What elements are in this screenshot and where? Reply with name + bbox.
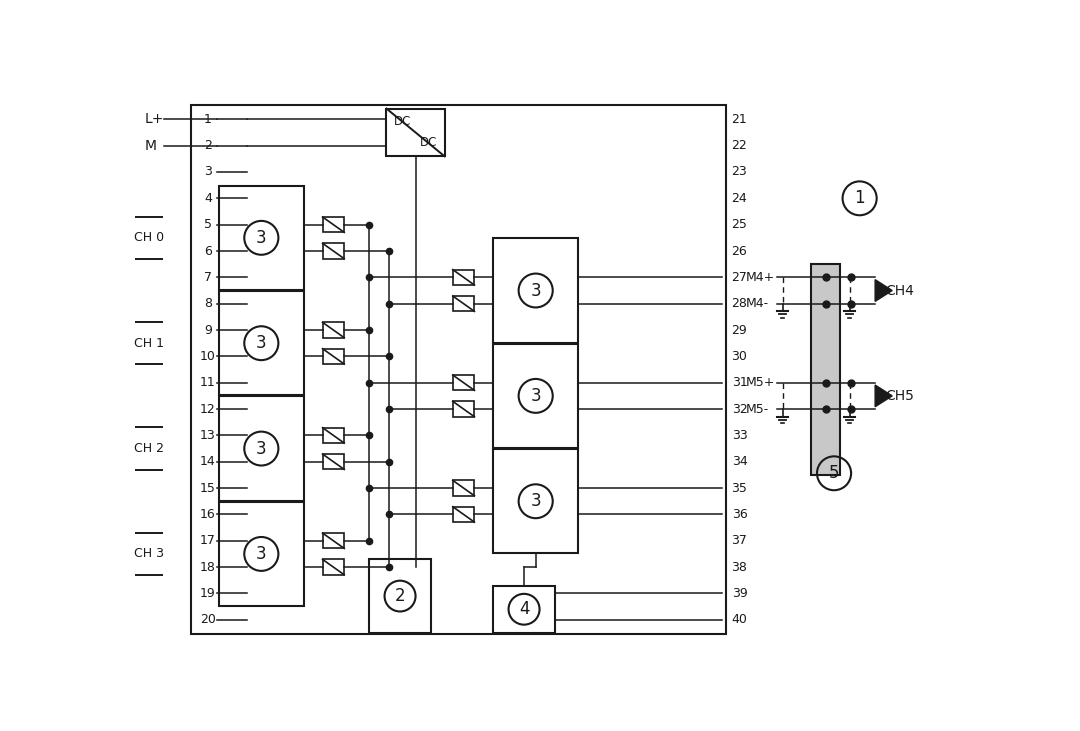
Bar bbox=[494, 238, 578, 343]
Bar bbox=[323, 454, 345, 469]
Text: 2: 2 bbox=[394, 587, 405, 605]
Text: 3: 3 bbox=[530, 387, 541, 405]
Text: 37: 37 bbox=[731, 534, 747, 548]
Text: 25: 25 bbox=[731, 218, 747, 231]
Text: 4: 4 bbox=[518, 600, 529, 618]
Text: M5-: M5- bbox=[745, 403, 769, 415]
Text: CH4: CH4 bbox=[886, 284, 914, 298]
Text: M4+: M4+ bbox=[745, 271, 775, 284]
Text: 13: 13 bbox=[200, 429, 216, 442]
Bar bbox=[191, 105, 726, 634]
Text: 18: 18 bbox=[200, 561, 216, 574]
Bar bbox=[494, 586, 555, 633]
Text: CH 0: CH 0 bbox=[134, 231, 164, 244]
Text: 26: 26 bbox=[731, 244, 747, 257]
Text: 35: 35 bbox=[731, 482, 747, 495]
Polygon shape bbox=[875, 280, 892, 301]
Text: 14: 14 bbox=[200, 455, 216, 469]
Text: 16: 16 bbox=[200, 508, 216, 521]
Text: 7: 7 bbox=[204, 271, 212, 284]
Bar bbox=[453, 270, 474, 285]
Bar bbox=[218, 186, 303, 290]
Text: 22: 22 bbox=[731, 139, 747, 152]
Text: 31: 31 bbox=[731, 376, 747, 389]
Bar bbox=[453, 375, 474, 390]
Bar bbox=[453, 507, 474, 522]
Bar bbox=[811, 264, 840, 475]
Text: 3: 3 bbox=[256, 229, 267, 247]
Text: CH 2: CH 2 bbox=[134, 442, 164, 455]
Text: 3: 3 bbox=[256, 334, 267, 352]
Text: 3: 3 bbox=[256, 545, 267, 563]
Text: DC: DC bbox=[394, 115, 411, 129]
Bar bbox=[453, 296, 474, 311]
Text: 11: 11 bbox=[200, 376, 216, 389]
Bar bbox=[494, 449, 578, 553]
Text: CH 3: CH 3 bbox=[134, 548, 164, 561]
Text: 19: 19 bbox=[200, 587, 216, 600]
Text: 4: 4 bbox=[204, 192, 212, 205]
Bar bbox=[387, 109, 445, 156]
Bar bbox=[218, 396, 303, 501]
Text: 15: 15 bbox=[200, 482, 216, 495]
Bar bbox=[369, 559, 431, 633]
Text: M: M bbox=[145, 139, 157, 153]
Text: 30: 30 bbox=[731, 350, 747, 363]
Text: CH 1: CH 1 bbox=[134, 337, 164, 349]
Bar bbox=[323, 428, 345, 443]
Text: 17: 17 bbox=[200, 534, 216, 548]
Text: M4-: M4- bbox=[745, 298, 769, 310]
Bar bbox=[453, 401, 474, 417]
Text: 8: 8 bbox=[204, 298, 212, 310]
Text: 5: 5 bbox=[828, 464, 839, 482]
Text: 32: 32 bbox=[731, 403, 747, 415]
Text: 29: 29 bbox=[731, 324, 747, 336]
Bar bbox=[323, 349, 345, 364]
Text: 40: 40 bbox=[731, 613, 747, 626]
Text: DC: DC bbox=[420, 137, 437, 149]
Text: 23: 23 bbox=[731, 165, 747, 178]
Text: 3: 3 bbox=[204, 165, 212, 178]
Text: L+: L+ bbox=[145, 113, 164, 126]
Text: 2: 2 bbox=[204, 139, 212, 152]
Text: 38: 38 bbox=[731, 561, 747, 574]
Bar bbox=[323, 217, 345, 232]
Text: M5+: M5+ bbox=[745, 376, 775, 389]
Text: 28: 28 bbox=[731, 298, 747, 310]
Text: CH5: CH5 bbox=[886, 389, 914, 403]
Text: 3: 3 bbox=[256, 439, 267, 458]
Text: 10: 10 bbox=[200, 350, 216, 363]
Text: 27: 27 bbox=[731, 271, 747, 284]
Text: 33: 33 bbox=[731, 429, 747, 442]
Bar bbox=[494, 344, 578, 448]
Text: 20: 20 bbox=[200, 613, 216, 626]
Bar bbox=[323, 243, 345, 259]
Text: 3: 3 bbox=[530, 281, 541, 300]
Text: 12: 12 bbox=[200, 403, 216, 415]
Text: 1: 1 bbox=[204, 113, 212, 126]
Text: 39: 39 bbox=[731, 587, 747, 600]
Text: 36: 36 bbox=[731, 508, 747, 521]
Bar bbox=[323, 559, 345, 575]
Bar bbox=[323, 533, 345, 548]
Text: 9: 9 bbox=[204, 324, 212, 336]
Bar bbox=[323, 322, 345, 338]
Text: 6: 6 bbox=[204, 244, 212, 257]
Text: 21: 21 bbox=[731, 113, 747, 126]
Bar bbox=[453, 480, 474, 496]
Polygon shape bbox=[875, 385, 892, 406]
Text: 34: 34 bbox=[731, 455, 747, 469]
Text: 3: 3 bbox=[530, 492, 541, 510]
Bar bbox=[218, 501, 303, 606]
Text: 24: 24 bbox=[731, 192, 747, 205]
Bar bbox=[218, 291, 303, 395]
Text: 1: 1 bbox=[854, 189, 865, 208]
Text: 5: 5 bbox=[204, 218, 212, 231]
